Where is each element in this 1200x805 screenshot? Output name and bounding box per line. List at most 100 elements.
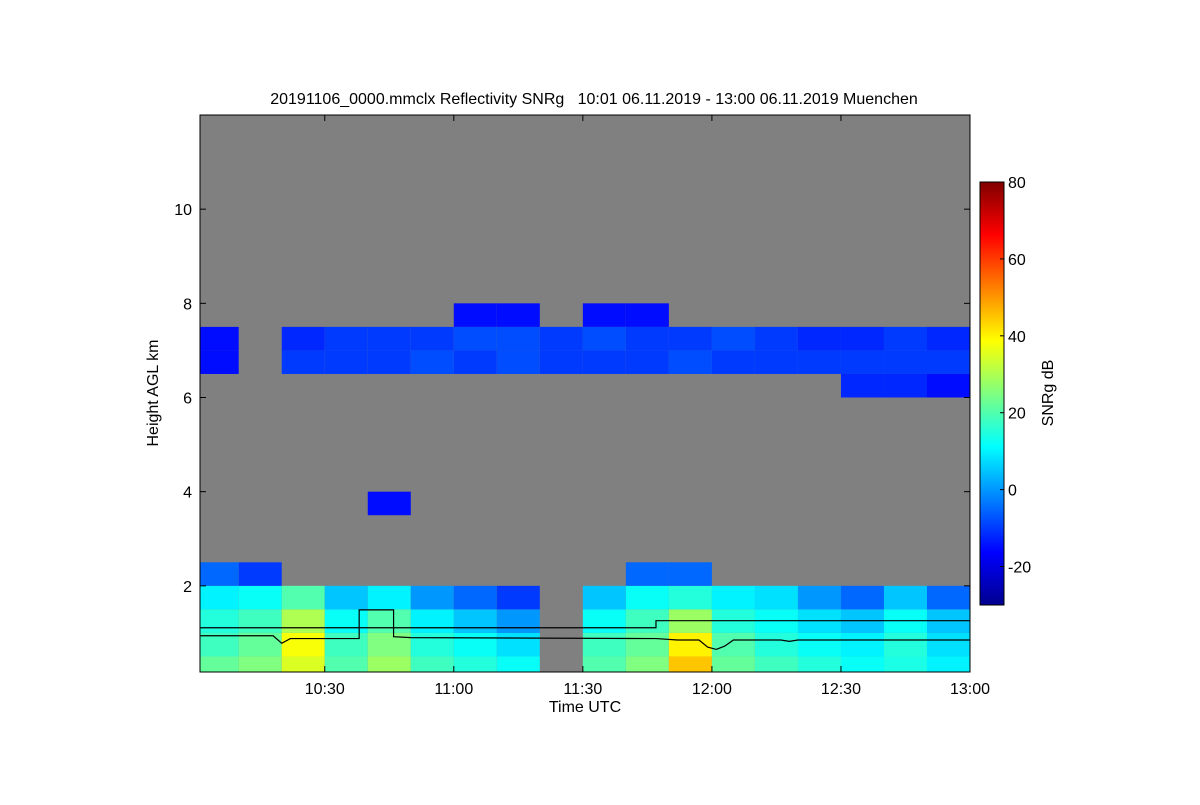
heatmap-cell	[496, 656, 540, 672]
x-tick-label: 10:30	[305, 681, 345, 698]
heatmap-cell	[711, 326, 755, 351]
heatmap-cell	[281, 326, 325, 351]
y-tick-label: 10	[174, 202, 192, 219]
heatmap-cell	[367, 350, 411, 374]
heatmap-cell	[754, 350, 798, 374]
heatmap-cell	[453, 632, 497, 657]
heatmap-cell	[883, 326, 927, 351]
heatmap-cell	[200, 656, 239, 672]
heatmap-cell	[625, 562, 669, 586]
heatmap-cell	[840, 326, 884, 351]
heatmap-cell	[324, 632, 368, 657]
heatmap-cell	[711, 632, 755, 657]
heatmap-cell	[200, 632, 239, 657]
y-axis-label: Height AGL km	[145, 339, 162, 446]
heatmap-cell	[711, 585, 755, 610]
heatmap-cell	[453, 303, 497, 327]
colorbar	[979, 181, 1005, 606]
heatmap-cell	[238, 562, 282, 586]
heatmap-cell	[453, 609, 497, 633]
x-tick-label: 12:00	[692, 681, 732, 698]
y-tick-label: 2	[183, 579, 192, 596]
heatmap-cell	[367, 609, 411, 633]
x-tick-label: 12:30	[821, 681, 861, 698]
heatmap-cell	[496, 350, 540, 374]
y-tick-label: 4	[183, 485, 192, 502]
heatmap-cell	[200, 585, 239, 610]
heatmap-cell	[926, 350, 970, 374]
heatmap-cells	[200, 303, 970, 672]
heatmap-cell	[840, 373, 884, 398]
heatmap-cell	[926, 585, 970, 610]
heatmap-cell	[625, 656, 669, 672]
heatmap-cell	[668, 350, 712, 374]
y-axis-ticks: 2 4 6 8 10	[174, 202, 970, 596]
heatmap-cell	[238, 632, 282, 657]
heatmap-cell	[883, 373, 927, 398]
heatmap-cell	[797, 585, 841, 610]
heatmap-cell	[496, 632, 540, 657]
heatmap-cell	[668, 632, 712, 657]
x-axis-label: Time UTC	[549, 699, 621, 716]
heatmap-cell	[410, 585, 454, 610]
heatmap-cell	[625, 350, 669, 374]
heatmap-cell	[797, 656, 841, 672]
heatmap-cell	[625, 609, 669, 633]
heatmap-cell	[582, 350, 626, 374]
heatmap-cell	[668, 656, 712, 672]
heatmap-cell	[840, 632, 884, 657]
heatmap-cell	[797, 632, 841, 657]
heatmap-cell	[539, 326, 583, 351]
heatmap-cell	[238, 656, 282, 672]
heatmap-cell	[582, 632, 626, 657]
heatmap-cell	[238, 585, 282, 610]
heatmap-cell	[668, 562, 712, 586]
heatmap-cell	[410, 609, 454, 633]
heatmap-cell	[754, 632, 798, 657]
heatmap-cell	[711, 656, 755, 672]
heatmap-cell	[453, 585, 497, 610]
x-axis-ticks: 10:30 11:00 11:30 12:00 12:30 13:00	[305, 115, 990, 698]
heatmap-cell	[281, 585, 325, 610]
heatmap-cell	[840, 656, 884, 672]
heatmap-cell	[200, 562, 239, 586]
heatmap-cell	[281, 632, 325, 657]
heatmap-cell	[367, 585, 411, 610]
colorbar-tick-label: -20	[1008, 560, 1031, 577]
heatmap-cell	[840, 350, 884, 374]
heatmap-cell	[797, 350, 841, 374]
heatmap-cell	[324, 326, 368, 351]
lower-line	[200, 609, 970, 651]
heatmap-cell	[410, 632, 454, 657]
y-tick-label: 6	[183, 391, 192, 408]
heatmap-cell	[754, 656, 798, 672]
heatmap-cell	[410, 350, 454, 374]
colorbar-tick-label: 40	[1008, 329, 1026, 346]
heatmap-cell	[883, 350, 927, 374]
heatmap-cell	[582, 656, 626, 672]
x-tick-label: 11:30	[563, 681, 602, 698]
colorbar-tick-label: 0	[1008, 483, 1017, 500]
heatmap-cell	[625, 303, 669, 327]
heatmap-cell	[582, 585, 626, 610]
heatmap-cell	[926, 656, 970, 672]
colorbar-label: SNRg dB	[1040, 360, 1057, 427]
heatmap-cell	[625, 632, 669, 657]
heatmap-cell	[324, 609, 368, 633]
x-tick-label: 13:00	[950, 681, 990, 698]
heatmap-cell	[711, 350, 755, 374]
heatmap-cell	[200, 609, 239, 633]
plot-frame	[199, 114, 971, 673]
heatmap-cell	[883, 585, 927, 610]
colorbar-tick-label: 20	[1008, 406, 1026, 423]
heatmap-cell	[883, 632, 927, 657]
heatmap-cell	[281, 656, 325, 672]
upper-line	[200, 620, 970, 629]
heatmap-cell	[367, 491, 411, 516]
heatmap-cell	[281, 609, 325, 633]
heatmap-cell	[926, 326, 970, 351]
heatmap-cell	[625, 585, 669, 610]
heatmap-cell	[410, 656, 454, 672]
heatmap-cell	[883, 656, 927, 672]
heatmap-cell	[496, 326, 540, 351]
